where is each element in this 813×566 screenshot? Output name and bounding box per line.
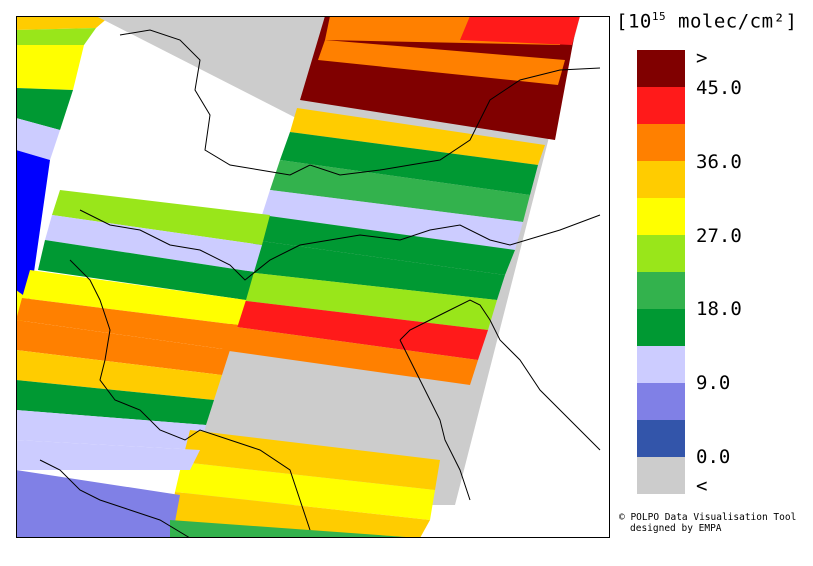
- coastline-layer: [39, 29, 601, 538]
- swath-pixel: [246, 240, 505, 300]
- swath-pixel: [16, 88, 73, 130]
- swath-pixel: [290, 108, 545, 165]
- swath-pixel: [460, 16, 580, 45]
- map-canvas: [16, 16, 601, 538]
- swath-pixel: [16, 470, 180, 538]
- legend-swatch: [637, 161, 685, 198]
- legend-swatch: [637, 309, 685, 346]
- legend-swatch: [637, 235, 685, 272]
- swath-pixel: [38, 240, 254, 300]
- border-line: [79, 209, 601, 281]
- color-legend-bar: [637, 50, 685, 494]
- swath-pixel: [45, 215, 262, 272]
- coastline: [399, 299, 601, 451]
- legend-label-below: <: [696, 475, 708, 497]
- legend-unit-suffix: molec/cm²]: [666, 10, 798, 33]
- legend-label-above: >: [696, 47, 708, 69]
- swath-pixel: [16, 28, 96, 45]
- swath-pixel: [22, 270, 246, 325]
- swath-pixel: [170, 492, 430, 538]
- legend-label-45: 45.0: [696, 77, 742, 99]
- swath-pixel: [280, 132, 538, 195]
- swath-pixel: [16, 380, 214, 425]
- legend-swatch: [637, 124, 685, 161]
- legend-label-18: 18.0: [696, 298, 742, 320]
- swath-pixel: [222, 326, 478, 385]
- swath-pixel: [175, 462, 435, 520]
- legend-swatch: [637, 420, 685, 457]
- legend-swatch: [637, 457, 685, 494]
- legend-label-9: 9.0: [696, 372, 731, 394]
- legend-unit-prefix: [10: [616, 10, 652, 33]
- swath-pixel: [16, 350, 222, 400]
- swath-pixel: [229, 300, 488, 360]
- swath-pixel: [254, 215, 515, 275]
- swath-pixel: [16, 298, 238, 350]
- legend-unit-exponent: 15: [651, 10, 667, 23]
- swath-pixel: [170, 520, 420, 538]
- legend-swatch: [637, 50, 685, 87]
- legend-swatch: [637, 346, 685, 383]
- legend-swatch: [637, 87, 685, 124]
- legend-swatch: [637, 383, 685, 420]
- no2-column-map: [16, 16, 610, 538]
- swath-pixel: [16, 440, 200, 470]
- legend-label-36: 36.0: [696, 151, 742, 173]
- swath-pixel: [16, 320, 230, 375]
- legend-label-27: 27.0: [696, 225, 742, 247]
- swath-pixel: [270, 160, 530, 222]
- border-line: [39, 459, 191, 538]
- swath-pixel: [16, 150, 50, 300]
- swath-pixel: [16, 118, 60, 160]
- swath-pixel: [52, 190, 270, 245]
- swath-pixel: [238, 272, 497, 330]
- coastline: [399, 339, 471, 501]
- legend-swatch: [637, 198, 685, 235]
- credit-line-2: designed by EMPA: [630, 523, 722, 534]
- coastline: [69, 259, 311, 531]
- legend-swatch: [637, 272, 685, 309]
- swath-pixel: [262, 190, 523, 250]
- swath-pixel: [16, 16, 110, 30]
- border-line: [119, 29, 601, 176]
- swath-pixel: [16, 410, 206, 450]
- satellite-swath-layer: [16, 16, 580, 538]
- legend-unit-title: [1015 molec/cm²]: [616, 10, 797, 32]
- credit-line-1: © POLPO Data Visualisation Tool: [619, 512, 797, 523]
- legend-label-0: 0.0: [696, 446, 731, 468]
- swath-pixel: [318, 40, 565, 85]
- swath-pixel: [16, 45, 84, 90]
